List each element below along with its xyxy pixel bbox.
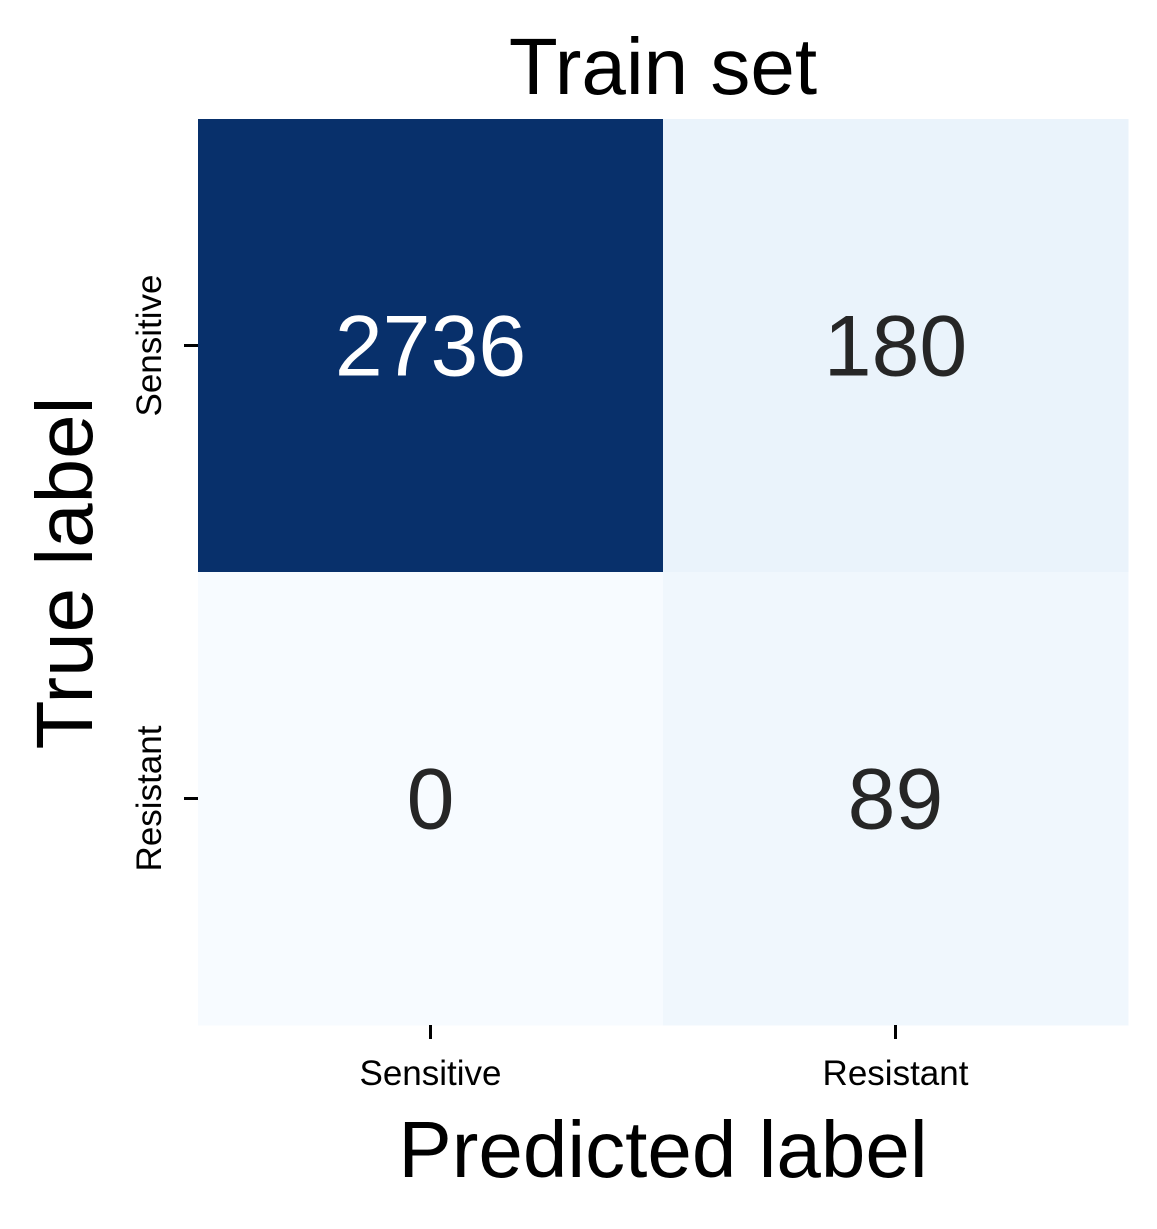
- cell-value-labels: 2736 180 0 89: [335, 299, 967, 848]
- y-axis-ticks: Sensitive Resistant: [130, 274, 198, 871]
- cell-value-label: 0: [407, 752, 455, 848]
- x-axis-ticks: Sensitive Resistant: [359, 1025, 969, 1093]
- cell-value-label: 180: [824, 299, 968, 395]
- y-axis-label: True label: [20, 397, 109, 750]
- x-tick-label: Resistant: [823, 1054, 969, 1093]
- y-tick-label: Sensitive: [130, 274, 169, 416]
- chart-title: Train set: [509, 22, 817, 111]
- heatmap-cell: [198, 572, 664, 1026]
- x-tick-label: Sensitive: [359, 1054, 501, 1093]
- heatmap-cell: [198, 119, 664, 573]
- cell-value-label: 89: [848, 752, 944, 848]
- cell-value-label: 2736: [335, 299, 526, 395]
- heatmap-cells: [198, 119, 1129, 1026]
- x-axis-label: Predicted label: [398, 1105, 927, 1194]
- heatmap-cell: [663, 572, 1129, 1026]
- heatmap-cell: [663, 119, 1129, 573]
- y-tick-label: Resistant: [130, 725, 169, 871]
